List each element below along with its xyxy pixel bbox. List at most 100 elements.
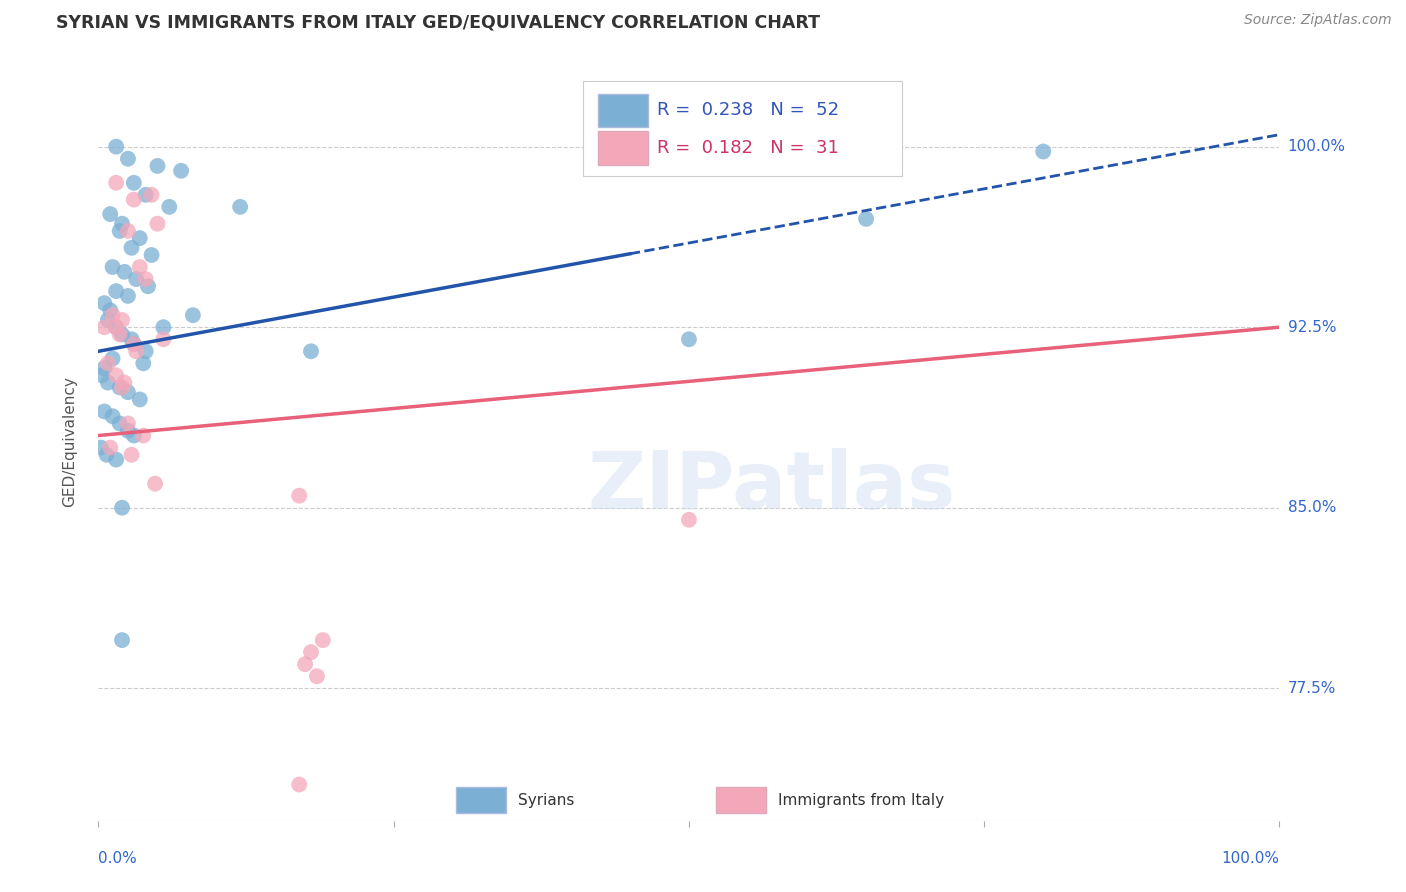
Point (111, 500, 134, 515)
Point (90, 441, 112, 455)
Point (98, 207, 121, 221)
Point (93, 296, 115, 310)
Point (108, 224, 131, 238)
Text: 0.0%: 0.0% (98, 851, 138, 866)
Point (96, 448, 118, 462)
Point (97, 313, 120, 327)
Point (678, 513, 700, 527)
Point (121, 448, 143, 462)
Point (305, 669, 328, 683)
Point (117, 152, 139, 166)
Point (117, 417, 139, 431)
Point (855, 211, 877, 226)
Point (105, 320, 128, 334)
Point (122, 428, 145, 442)
Point (122, 176, 145, 190)
Point (105, 284, 128, 298)
Point (101, 351, 124, 366)
Text: Immigrants from Italy: Immigrants from Italy (778, 793, 943, 807)
Point (125, 344, 148, 359)
Point (141, 248, 163, 262)
Point (111, 313, 134, 327)
Point (181, 308, 204, 322)
Point (146, 217, 169, 231)
Point (121, 241, 143, 255)
Point (91, 368, 114, 383)
Point (111, 633, 134, 648)
Point (108, 380, 131, 394)
Point (101, 409, 124, 424)
Point (288, 489, 311, 503)
Point (117, 289, 139, 303)
Point (112, 376, 135, 390)
Point (101, 308, 124, 322)
Point (157, 200, 180, 214)
FancyBboxPatch shape (582, 81, 901, 177)
Point (135, 344, 157, 359)
FancyBboxPatch shape (598, 94, 648, 127)
Text: 100.0%: 100.0% (1222, 851, 1279, 866)
Point (101, 260, 124, 274)
Point (136, 279, 159, 293)
Point (105, 368, 128, 383)
Point (128, 260, 150, 274)
Point (97, 376, 120, 390)
Point (111, 327, 134, 342)
Text: Source: ZipAtlas.com: Source: ZipAtlas.com (1244, 13, 1392, 28)
Point (170, 163, 193, 178)
Point (125, 272, 148, 286)
Point (97, 356, 120, 370)
Point (678, 332, 700, 346)
Point (111, 217, 134, 231)
Point (288, 778, 311, 792)
Point (121, 332, 143, 346)
Point (122, 337, 145, 351)
Point (93, 320, 115, 334)
Point (93, 404, 115, 418)
Point (93, 361, 115, 376)
Point (294, 657, 316, 672)
Point (111, 380, 134, 394)
Text: R =  0.182   N =  31: R = 0.182 N = 31 (657, 139, 839, 157)
Text: 92.5%: 92.5% (1288, 319, 1336, 334)
Point (122, 337, 145, 351)
Point (105, 452, 128, 467)
Text: R =  0.238   N =  52: R = 0.238 N = 52 (657, 101, 839, 120)
Point (117, 224, 139, 238)
Point (146, 159, 169, 173)
Text: SYRIAN VS IMMIGRANTS FROM ITALY GED/EQUIVALENCY CORRELATION CHART: SYRIAN VS IMMIGRANTS FROM ITALY GED/EQUI… (56, 13, 820, 31)
Point (117, 424, 139, 438)
Text: 77.5%: 77.5% (1288, 681, 1336, 696)
Text: 85.0%: 85.0% (1288, 500, 1336, 516)
Point (108, 327, 131, 342)
Point (152, 320, 174, 334)
Point (98, 303, 121, 318)
Point (135, 187, 157, 202)
Point (141, 187, 163, 202)
Point (229, 200, 252, 214)
Point (108, 417, 131, 431)
FancyBboxPatch shape (598, 131, 648, 165)
Point (299, 344, 322, 359)
Point (128, 231, 150, 245)
Y-axis label: GED/Equivalency: GED/Equivalency (63, 376, 77, 507)
Text: 100.0%: 100.0% (1288, 139, 1346, 154)
FancyBboxPatch shape (716, 788, 766, 814)
Point (98, 441, 121, 455)
Point (105, 320, 128, 334)
Point (135, 272, 157, 286)
Point (143, 476, 166, 491)
Point (128, 392, 150, 407)
Point (152, 332, 174, 346)
Point (117, 385, 139, 400)
FancyBboxPatch shape (457, 788, 506, 814)
Point (105, 139, 128, 153)
Point (112, 265, 135, 279)
Point (132, 356, 155, 370)
Point (132, 428, 155, 442)
Text: Syrians: Syrians (517, 793, 574, 807)
Point (312, 633, 335, 648)
Text: ZIPatlas: ZIPatlas (588, 448, 956, 526)
Point (299, 645, 322, 659)
Point (122, 193, 145, 207)
